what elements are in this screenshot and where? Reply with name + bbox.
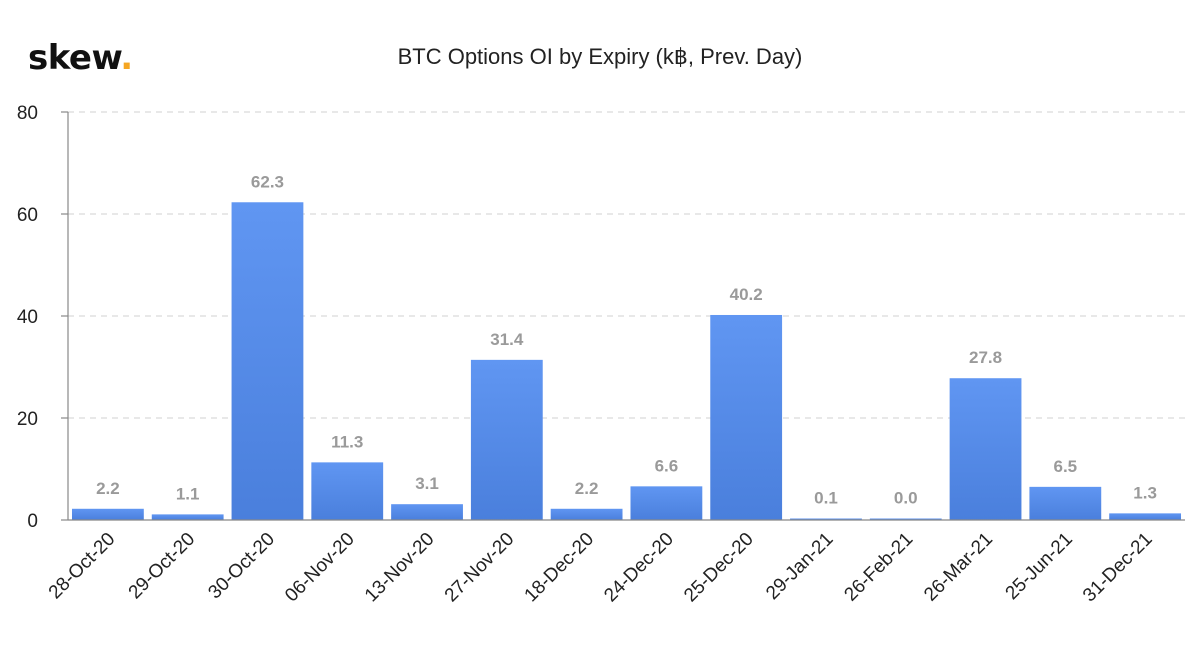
x-tick-label: 31-Dec-21 [1079,529,1157,607]
chart-title: BTC Options OI by Expiry (k฿, Prev. Day) [397,44,803,69]
bar [550,508,623,520]
brand-dot: . [120,38,133,78]
bars [71,202,1182,520]
bar [949,378,1022,520]
x-tick-label: 29-Jan-21 [762,529,837,604]
y-tick-label: 60 [17,205,38,226]
x-tick-label: 30-Oct-20 [204,529,279,604]
data-label: 2.2 [575,479,599,498]
y-tick-label: 0 [27,511,38,532]
x-tick-label: 06-Nov-20 [281,529,359,607]
bar [391,504,463,520]
data-label: 6.5 [1054,457,1078,476]
brand-name: skew [28,38,121,78]
data-label: 62.3 [251,172,284,191]
bar [869,518,942,520]
data-label: 2.2 [96,479,120,498]
bar [231,202,304,520]
x-tick-label: 26-Feb-21 [840,529,917,606]
data-label: 31.4 [490,330,524,349]
bar [71,508,144,520]
x-tick-label: 29-Oct-20 [125,529,200,604]
bar [151,514,224,520]
data-label: 1.1 [176,484,200,503]
bar [1109,513,1182,520]
x-tick-label: 18-Dec-20 [521,529,599,607]
bar [1029,486,1102,520]
y-tick-label: 20 [17,409,38,430]
x-axis-ticks: 28-Oct-20 29-Oct-20 30-Oct-20 06-Nov-20 13-N… [45,529,1157,607]
bar [630,486,703,520]
data-label: 3.1 [415,474,439,493]
data-label: 0.0 [894,489,918,508]
data-labels: 2.2 1.1 62.3 11.3 3.1 31.4 2.2 6.6 40.2 0.1 0.0 27.… [96,172,1157,507]
y-tick-label: 80 [17,103,38,124]
y-axis-ticks: 0 20 40 60 80 [17,103,68,532]
data-label: 11.3 [331,432,363,451]
data-label: 6.6 [655,456,679,475]
bar [470,359,543,520]
x-tick-label: 25-Jun-21 [1002,529,1077,604]
data-label: 40.2 [730,285,763,304]
x-tick-label: 27-Nov-20 [441,529,519,607]
x-tick-label: 28-Oct-20 [45,529,120,604]
brand-logo: skew. [28,38,133,78]
x-tick-label: 13-Nov-20 [361,529,439,607]
x-tick-label: 25-Dec-20 [680,529,758,607]
x-tick-label: 24-Dec-20 [600,529,678,607]
bar [311,462,384,520]
bar [790,518,862,520]
data-label: 0.1 [814,489,838,508]
data-label: 27.8 [969,348,1002,367]
bar [710,314,783,520]
data-label: 1.3 [1133,483,1157,502]
y-tick-label: 40 [17,307,38,328]
x-tick-label: 26-Mar-21 [920,529,997,606]
